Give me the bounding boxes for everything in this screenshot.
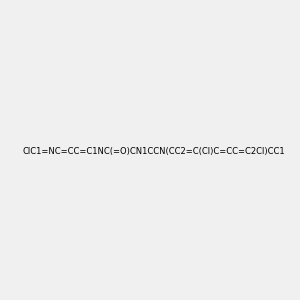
Text: ClC1=NC=CC=C1NC(=O)CN1CCN(CC2=C(Cl)C=CC=C2Cl)CC1: ClC1=NC=CC=C1NC(=O)CN1CCN(CC2=C(Cl)C=CC=… — [22, 147, 285, 156]
